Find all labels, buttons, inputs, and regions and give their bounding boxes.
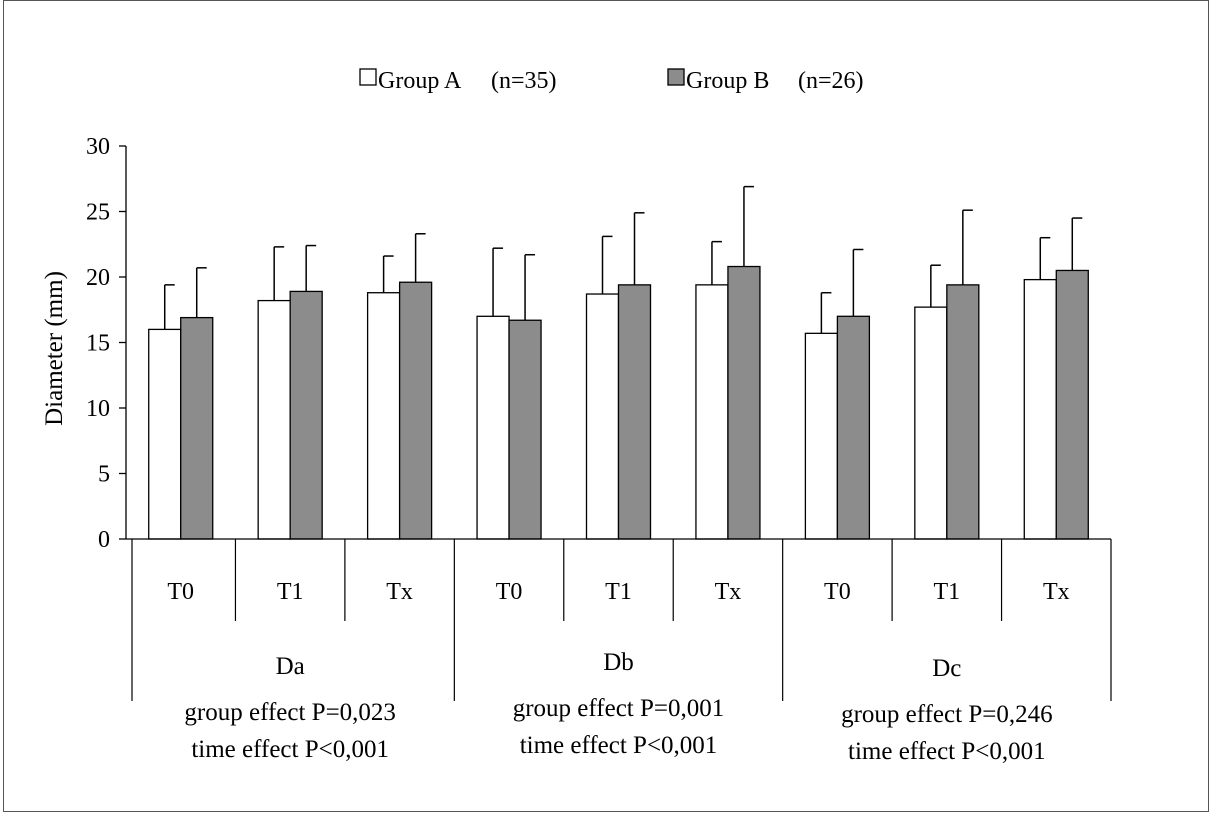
y-tick-label: 15 — [86, 331, 110, 357]
category-label: T0 — [496, 579, 523, 605]
y-tick-label: 10 — [86, 396, 110, 422]
category-label: Tx — [386, 579, 413, 605]
bar-group-b — [836, 315, 871, 540]
legend-label: Group B — [686, 68, 769, 94]
bar-group-b — [727, 265, 761, 540]
category-label: T1 — [933, 579, 960, 605]
bar-group-b — [1055, 269, 1089, 540]
group-effect-label: group effect P=0,001 — [513, 695, 725, 722]
time-effect-label: time effect P<0,001 — [848, 738, 1046, 765]
time-effect-label: time effect P<0,001 — [191, 736, 389, 763]
time-effect-label: time effect P<0,001 — [520, 732, 718, 759]
y-axis-title: Diameter (mm) — [41, 271, 68, 426]
bar-group-a — [914, 306, 948, 540]
y-tick-label: 25 — [86, 200, 110, 226]
bar-group-b — [617, 284, 652, 540]
bar-group-b — [508, 319, 542, 540]
y-axis: 0 5 10 15 20 25 30 Diameter (mm) — [41, 134, 127, 553]
category-label: T0 — [824, 579, 851, 605]
bar-group-b — [946, 284, 980, 540]
bar-group-b — [289, 290, 323, 540]
group-name: Dc — [932, 655, 961, 682]
group-effect-label: group effect P=0,023 — [184, 699, 396, 726]
group-name: Da — [276, 653, 305, 680]
legend-swatch-group-b — [667, 68, 685, 86]
bar-group-b — [398, 281, 433, 540]
y-tick-label: 5 — [98, 462, 110, 488]
category-label: T0 — [167, 579, 194, 605]
bar-group-a — [257, 299, 291, 540]
legend-n: (n=26) — [798, 68, 864, 94]
category-label: T1 — [277, 579, 304, 605]
legend-n: (n=35) — [491, 68, 557, 94]
chart-frame: Group A (n=35) Group B (n=26) 0 5 10 15 20 25 30 D… — [3, 0, 1209, 812]
y-tick-label: 30 — [86, 134, 110, 160]
legend-swatch-group-a — [359, 68, 377, 86]
group-name: Db — [603, 649, 634, 676]
bar-group-a — [695, 284, 729, 540]
legend: Group A (n=35) Group B (n=26) — [359, 68, 864, 94]
bar-group-a — [1023, 278, 1057, 540]
y-tick-label: 0 — [98, 527, 110, 553]
bar-group-a — [148, 328, 182, 540]
bar-group-a — [585, 293, 620, 540]
bar-group-a — [366, 292, 401, 540]
legend-label: Group A — [378, 68, 462, 94]
category-label: T1 — [605, 579, 632, 605]
bar-group-a — [476, 315, 510, 540]
bar-chart: Group A (n=35) Group B (n=26) 0 5 10 15 20 25 30 D… — [41, 68, 1112, 765]
category-label: Tx — [715, 579, 742, 605]
bar-group-b — [180, 316, 214, 540]
group-effect-label: group effect P=0,246 — [841, 701, 1053, 728]
bars — [148, 185, 1089, 540]
category-label: Tx — [1043, 579, 1070, 605]
bar-group-a — [804, 332, 839, 540]
x-axis: T0 T1 Tx T0 T1 Tx T0 T1 Tx Da group effect P=0,023… — [126, 538, 1112, 765]
y-tick-label: 20 — [86, 265, 110, 291]
